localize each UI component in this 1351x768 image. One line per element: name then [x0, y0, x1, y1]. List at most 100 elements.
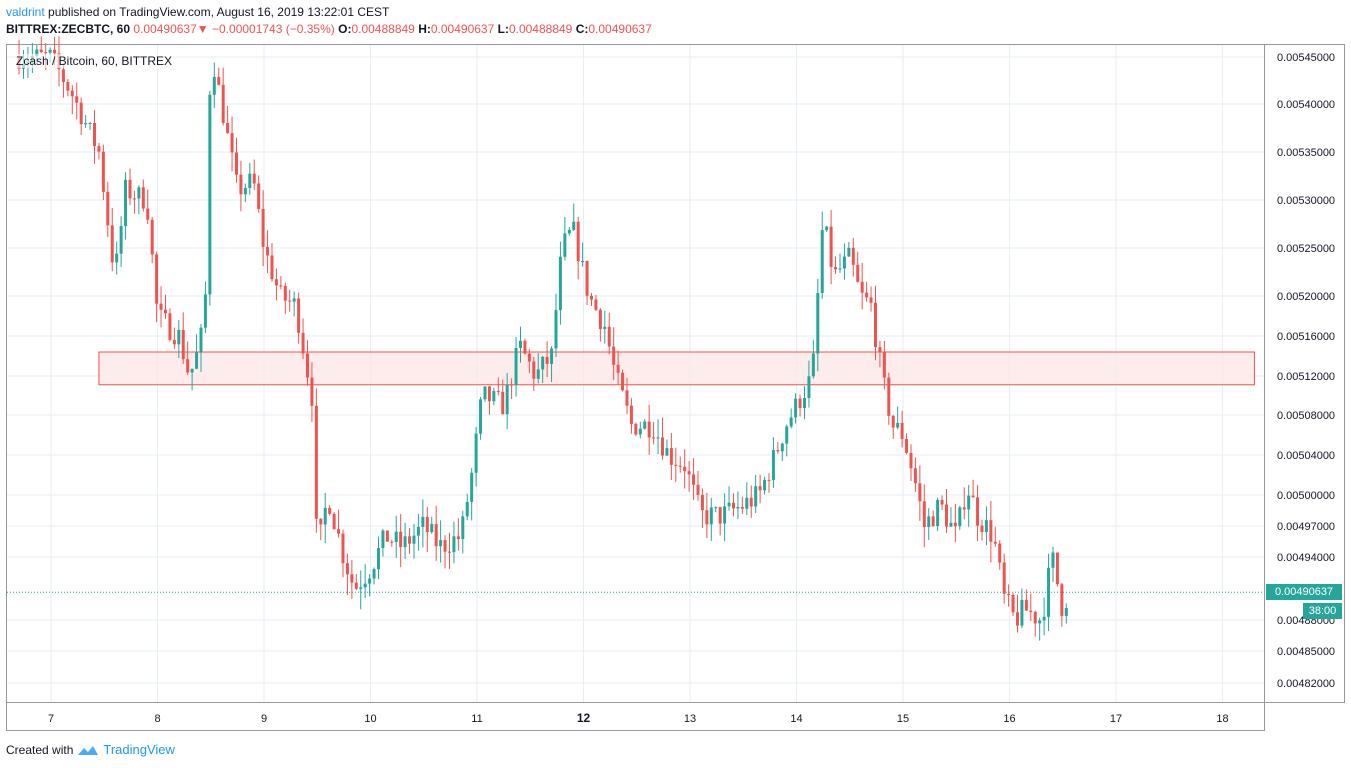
candle-body [634, 423, 638, 435]
candle-body [714, 507, 718, 509]
chart-symbol-title: Zcash / Bitcoin, 60, BITTREX [16, 54, 173, 68]
candle-body [967, 495, 971, 510]
candle-body [700, 494, 704, 511]
candle-body [545, 356, 549, 364]
candle-body [483, 386, 487, 400]
candle-body [181, 329, 185, 360]
candle-body [447, 551, 451, 553]
tradingview-brand[interactable]: TradingView [103, 742, 175, 757]
candle-body [376, 548, 380, 570]
candle-body [794, 398, 798, 418]
last-price-tag: 0.00490637 [1266, 584, 1342, 600]
candle-body [372, 569, 376, 579]
y-tick-label: 0.00520000 [1277, 291, 1335, 303]
candle-body [727, 502, 731, 507]
candle-body [905, 439, 909, 453]
y-tick-label: 0.00535000 [1277, 147, 1335, 159]
candle-body [332, 513, 336, 530]
candle-body [802, 397, 806, 408]
candle-body [394, 531, 398, 543]
candle-body [740, 506, 744, 509]
x-tick-label: 15 [897, 713, 909, 725]
candle-body [594, 299, 598, 310]
candle-body [257, 183, 261, 209]
candle-body [678, 465, 682, 467]
candle-body [1015, 612, 1019, 626]
x-tick-label: 16 [1003, 713, 1015, 725]
candle-body [998, 543, 1002, 563]
candle-body [514, 347, 518, 386]
candle-body [208, 94, 212, 295]
candle-body [146, 208, 150, 220]
candle-body [674, 464, 678, 466]
candle-body [314, 405, 318, 519]
candle-body [585, 260, 589, 296]
candle-body [980, 525, 984, 533]
candle-body [124, 179, 128, 227]
candle-body [1033, 611, 1037, 624]
candle-body [1020, 599, 1024, 626]
candle-body [1011, 595, 1015, 613]
author-link[interactable]: valdrint [6, 5, 45, 19]
time-axis[interactable] [6, 703, 1265, 731]
x-tick-label: 7 [48, 713, 54, 725]
y-tick-label: 0.00525000 [1277, 243, 1335, 255]
candle-body [243, 188, 247, 195]
open-value: 0.00488849 [351, 22, 415, 36]
candle-body [865, 292, 869, 298]
bar-countdown-tag: 38:00 [1303, 603, 1342, 619]
candle-body [856, 264, 860, 282]
candle-body [39, 49, 43, 53]
candle-body [936, 499, 940, 527]
candle-body [878, 347, 882, 353]
candle-body [962, 507, 966, 510]
candle-body [882, 352, 886, 378]
x-tick-label: 13 [684, 713, 696, 725]
created-with-text: Created with [6, 742, 74, 757]
candle-body [221, 84, 225, 123]
candle-body [1051, 552, 1055, 568]
candle-body [696, 484, 700, 495]
y-tick-label: 0.00500000 [1277, 490, 1335, 502]
candle-body [971, 495, 975, 498]
tradingview-logo-icon [78, 745, 99, 755]
candle-body [416, 526, 420, 536]
candle-body [976, 497, 980, 526]
y-tick-label: 0.00482000 [1277, 678, 1335, 690]
low-label: L: [497, 22, 509, 36]
candle-body [1064, 608, 1068, 616]
candle-body [310, 377, 314, 406]
candle-body [421, 516, 425, 527]
x-tick-label: 18 [1216, 713, 1228, 725]
candle-body [337, 529, 341, 534]
footer: Created with TradingView [6, 742, 175, 757]
candle-body [252, 173, 256, 184]
candle-body [61, 69, 65, 82]
candle-body [1060, 584, 1064, 616]
x-tick-label: 10 [364, 713, 376, 725]
y-tick-label: 0.00497000 [1277, 521, 1335, 533]
candle-body [763, 479, 767, 491]
candle-body [607, 326, 611, 347]
candle-body [918, 483, 922, 502]
candle-body [190, 368, 194, 373]
candle-body [479, 399, 483, 434]
candle-body [487, 386, 491, 402]
candle-body [97, 146, 101, 152]
candle-body [88, 122, 92, 124]
candle-body [279, 285, 283, 287]
candle-body [399, 531, 403, 548]
candle-body [492, 391, 496, 402]
candle-body [758, 486, 762, 491]
candle-body [749, 497, 753, 507]
candle-body [643, 421, 647, 429]
candle-body [563, 233, 567, 257]
candle-body [625, 390, 629, 406]
price-axis[interactable] [1265, 44, 1345, 703]
candle-body [652, 437, 656, 439]
candle-body [949, 522, 953, 527]
chart-pane[interactable] [6, 44, 1265, 703]
candle-body [239, 174, 243, 195]
price-change: −0.00001743 (−0.35%) [212, 22, 335, 36]
candle-body [155, 254, 159, 304]
